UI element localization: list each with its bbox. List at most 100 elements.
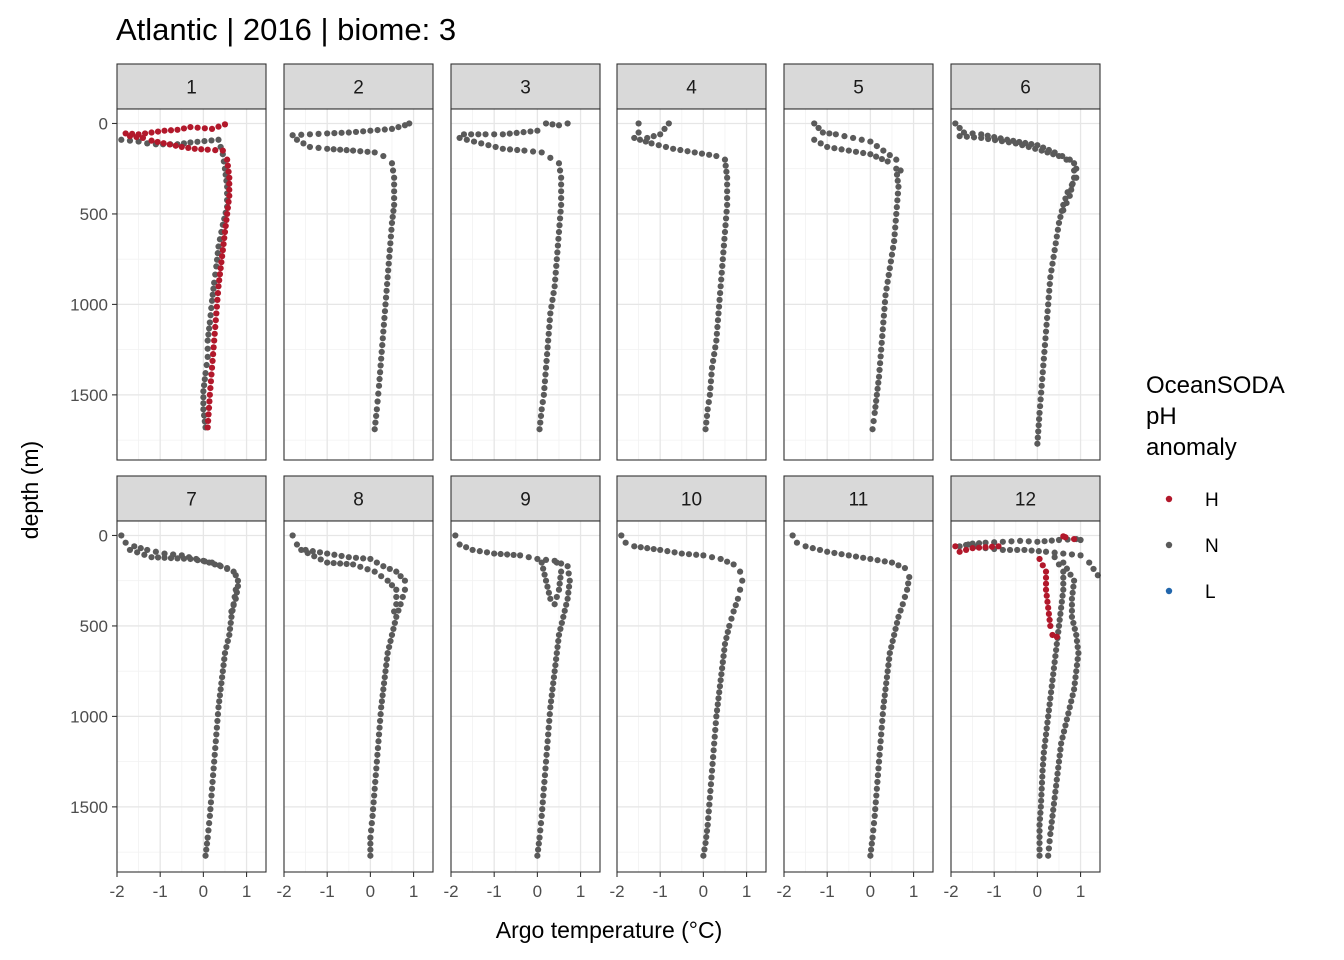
data-point (636, 136, 644, 143)
data-point (203, 840, 211, 847)
data-point (381, 314, 388, 322)
data-point (876, 360, 884, 367)
data-point (202, 852, 209, 859)
data-point (541, 571, 548, 578)
data-point (1060, 550, 1067, 557)
data-point (1034, 440, 1041, 447)
data-point (214, 296, 221, 303)
panel-border (116, 108, 267, 461)
data-point (717, 283, 724, 290)
data-point (504, 551, 511, 558)
data-point (1054, 226, 1061, 233)
data-point (677, 146, 684, 154)
data-point (1043, 314, 1051, 322)
data-point (858, 136, 865, 143)
data-point (1040, 749, 1047, 756)
data-point (707, 384, 714, 392)
data-point (1034, 434, 1041, 441)
x-axis-title: Argo temperature (°C) (496, 917, 723, 943)
data-point (650, 545, 657, 553)
data-point (388, 160, 396, 167)
data-point (549, 296, 556, 303)
data-point (708, 774, 715, 781)
data-point (1075, 649, 1082, 657)
data-point (345, 554, 352, 561)
data-point (525, 554, 532, 561)
data-point (655, 142, 662, 149)
data-point (317, 556, 324, 563)
data-point (210, 344, 217, 351)
data-point (226, 174, 233, 181)
data-point (1047, 830, 1054, 838)
data-point (889, 637, 896, 645)
data-point (200, 388, 207, 395)
data-point (1044, 598, 1051, 605)
data-point (724, 201, 731, 208)
data-point (293, 541, 301, 548)
data-point (309, 548, 316, 555)
data-point (831, 145, 838, 152)
data-point (203, 846, 210, 853)
data-point (379, 342, 386, 349)
data-point (874, 385, 881, 392)
data-point (895, 613, 902, 620)
data-point (1052, 782, 1060, 789)
data-point (684, 148, 691, 155)
data-point (224, 210, 231, 218)
data-point (544, 738, 551, 745)
data-point (1048, 683, 1055, 690)
data-point (220, 662, 227, 669)
data-point (536, 834, 543, 841)
data-point (546, 323, 553, 331)
data-point (1044, 149, 1051, 156)
data-point (1039, 375, 1046, 383)
data-point (166, 141, 173, 148)
data-point (715, 310, 722, 317)
data-point (565, 589, 572, 596)
data-point (161, 127, 168, 134)
x-tick-label: -1 (153, 882, 168, 901)
data-point (343, 147, 350, 154)
data-point (154, 128, 162, 135)
data-point (1071, 625, 1078, 633)
data-point (126, 546, 134, 554)
series-H (122, 121, 233, 431)
data-point (1052, 788, 1059, 795)
data-point (550, 674, 558, 681)
data-point (555, 160, 563, 167)
data-point (716, 689, 723, 696)
data-point (204, 424, 211, 431)
data-point (642, 138, 649, 145)
data-point (1074, 643, 1081, 651)
data-point (510, 551, 517, 559)
data-point (1042, 328, 1050, 335)
x-tick-label: -1 (653, 882, 668, 901)
data-point (1036, 409, 1043, 417)
data-point (555, 631, 563, 639)
data-point (877, 738, 884, 745)
data-point (226, 631, 233, 639)
data-point (732, 602, 739, 609)
data-point (385, 260, 392, 267)
data-point (172, 142, 179, 149)
data-point (148, 129, 155, 136)
data-point (311, 553, 318, 560)
data-point (1063, 156, 1070, 163)
data-point (870, 827, 877, 834)
data-point (542, 364, 550, 371)
data-point (553, 256, 560, 263)
data-point (206, 820, 213, 827)
data-point (1068, 186, 1075, 193)
facet-strip-label: 3 (520, 78, 531, 99)
data-point (463, 136, 470, 143)
plot-background (451, 521, 600, 872)
data-point (1070, 174, 1078, 181)
data-point (391, 619, 398, 627)
x-tick-label: 1 (242, 882, 251, 901)
data-point (1059, 592, 1066, 599)
data-point (819, 129, 826, 136)
data-point (722, 222, 729, 229)
data-point (226, 186, 233, 193)
data-point (378, 698, 385, 705)
data-point (373, 412, 380, 420)
